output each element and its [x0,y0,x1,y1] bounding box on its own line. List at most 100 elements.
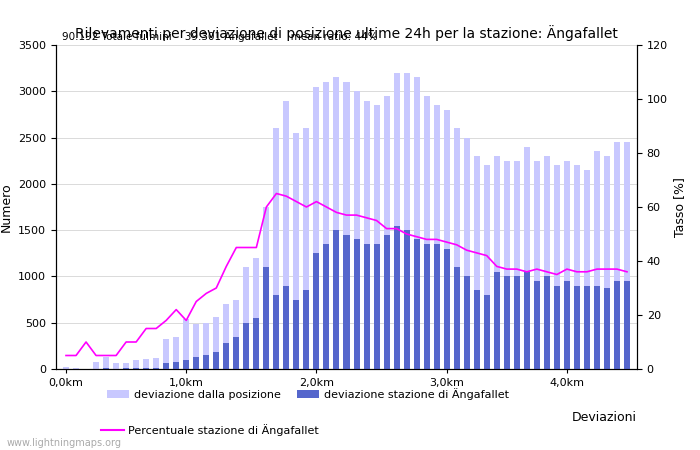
Bar [554,165,560,369]
Legend: deviazione dalla posizione, deviazione stazione di Ängafallet: deviazione dalla posizione, deviazione s… [103,383,513,404]
Bar [244,267,249,369]
Bar [544,156,550,369]
Bar [123,364,129,369]
Bar [153,368,159,369]
Bar [103,357,109,369]
Bar [504,276,510,369]
Bar [133,360,139,369]
Bar [374,105,379,369]
Bar [624,281,630,369]
Bar [173,362,179,369]
Bar [534,281,540,369]
Bar [203,323,209,369]
Bar [434,105,440,369]
Bar [564,281,570,369]
Bar [214,352,219,369]
Bar [584,170,590,369]
Bar [193,324,199,369]
Bar [454,267,460,369]
Bar [434,244,440,369]
Bar [404,230,410,369]
Bar [354,239,360,369]
Bar [624,142,630,369]
Bar [393,225,400,369]
Bar [253,258,260,369]
Bar [444,110,449,369]
Bar [314,253,319,369]
Y-axis label: Numero: Numero [0,182,13,232]
Bar [133,368,139,369]
Bar [524,147,530,369]
Text: 90.192 Totale fulmini    39.301 Ängafallet    mean ratio: 44%: 90.192 Totale fulmini 39.301 Ängafallet … [62,30,377,42]
Bar [73,368,79,369]
Bar [414,239,419,369]
Bar [424,244,430,369]
Bar [223,304,230,369]
Bar [484,165,490,369]
Bar [113,364,119,369]
Bar [63,367,69,369]
Bar [604,156,610,369]
Bar [354,91,360,369]
Text: Deviazioni: Deviazioni [572,411,637,424]
Bar [284,286,289,369]
Bar [564,161,570,369]
Bar [384,96,390,369]
Bar [274,295,279,369]
Bar [333,77,340,369]
Bar [474,156,480,369]
Bar [163,339,169,369]
Bar [183,319,189,369]
Bar [303,290,309,369]
Bar [274,128,279,369]
Bar [233,337,239,369]
Bar [544,276,550,369]
Bar [404,73,410,369]
Bar [594,152,600,369]
Bar [363,100,370,369]
Bar [614,142,620,369]
Bar [414,77,419,369]
Bar [344,82,349,369]
Bar [263,207,270,369]
Bar [494,156,500,369]
Bar [574,165,580,369]
Bar [463,138,470,369]
Bar [474,290,480,369]
Bar [504,161,510,369]
Bar [253,318,260,369]
Bar [323,82,330,369]
Bar [524,272,530,369]
Bar [293,300,300,369]
Bar [444,249,449,369]
Bar [244,323,249,369]
Bar [303,128,309,369]
Bar [333,230,340,369]
Bar [584,286,590,369]
Y-axis label: Tasso [%]: Tasso [%] [673,177,687,237]
Text: www.lightningmaps.org: www.lightningmaps.org [7,438,122,448]
Bar [203,355,209,369]
Bar [594,286,600,369]
Bar [614,281,620,369]
Bar [514,276,520,369]
Bar [263,267,270,369]
Bar [534,161,540,369]
Bar [374,244,379,369]
Bar [123,368,129,369]
Bar [163,364,169,369]
Bar [494,272,500,369]
Legend: Percentuale stazione di Ängafallet: Percentuale stazione di Ängafallet [97,419,323,440]
Bar [314,87,319,369]
Bar [484,295,490,369]
Bar [363,244,370,369]
Bar [463,276,470,369]
Title: Rilevamenti per deviazione di posizione ultime 24h per la stazione: Ängafallet: Rilevamenti per deviazione di posizione … [75,25,618,41]
Bar [153,358,159,369]
Bar [144,359,149,369]
Bar [293,133,300,369]
Bar [604,288,610,369]
Bar [103,368,109,369]
Bar [344,235,349,369]
Bar [93,362,99,369]
